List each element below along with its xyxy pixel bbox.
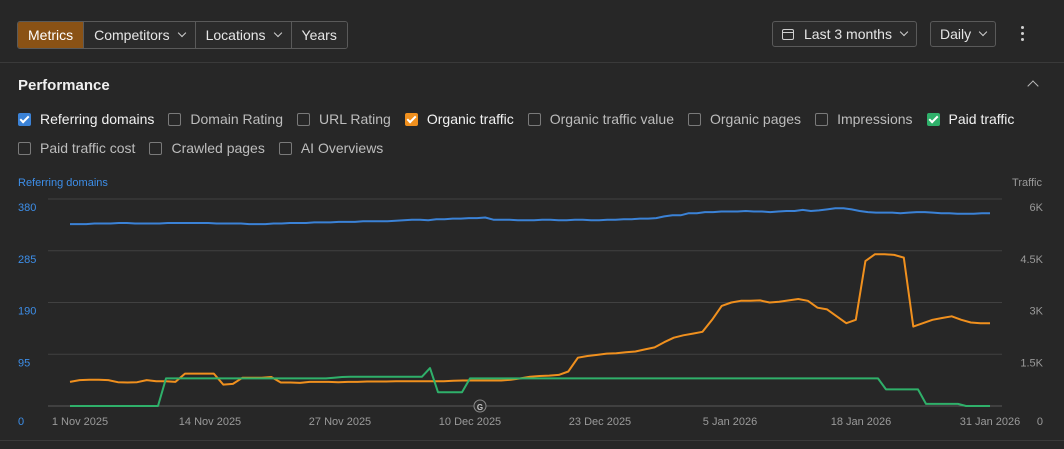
metric-label: URL Rating <box>319 111 391 127</box>
checkbox-checked-icon <box>18 112 31 126</box>
metrics-row-1: Referring domains Domain Rating URL Rating… <box>18 111 1028 127</box>
series-line-paid-traffic <box>70 367 990 407</box>
metric-label: Crawled pages <box>171 140 265 156</box>
checkbox-empty-icon <box>18 141 31 155</box>
left-tick-label: 190 <box>18 306 36 318</box>
chevron-down-icon <box>978 27 988 37</box>
chevron-down-icon <box>273 28 282 38</box>
series-line-referring-domains <box>70 207 990 226</box>
calendar-icon <box>782 28 794 40</box>
checkbox-referring-domains[interactable]: Referring domains <box>18 111 154 127</box>
x-tick-label: 5 Jan 2026 <box>703 416 757 428</box>
chevron-up-icon[interactable] <box>1027 80 1039 92</box>
right-axis-title: Traffic <box>1012 177 1042 189</box>
x-tick-label: 14 Nov 2025 <box>179 416 241 428</box>
checkbox-empty-icon <box>278 141 292 155</box>
metric-label: Organic pages <box>710 111 802 127</box>
checkbox-domain-rating[interactable]: Domain Rating <box>168 111 283 127</box>
divider <box>0 440 1064 441</box>
checkbox-crawled-pages[interactable]: Crawled pages <box>149 140 265 156</box>
left-axis-title: Referring domains <box>18 177 108 189</box>
checkbox-empty-icon <box>815 112 829 126</box>
date-range-dropdown[interactable]: Last 3 months <box>772 21 917 47</box>
metrics-row-2: Paid traffic cost Crawled pages AI Overvie… <box>18 140 397 156</box>
checkbox-url-rating[interactable]: URL Rating <box>297 111 391 127</box>
checkbox-organic-traffic-value[interactable]: Organic traffic value <box>527 111 674 127</box>
x-tick-label: 27 Nov 2025 <box>309 416 371 428</box>
checkbox-empty-icon <box>297 112 310 126</box>
series-line-organic-traffic <box>69 253 990 386</box>
x-tick-label: 1 Nov 2025 <box>52 416 108 428</box>
metric-label: Organic traffic <box>426 111 514 127</box>
right-tick-label: 4.5K <box>1020 254 1043 266</box>
checkbox-empty-icon <box>688 112 701 126</box>
metric-label: Referring domains <box>40 111 155 127</box>
tab-competitors[interactable]: Competitors <box>84 22 196 48</box>
annotation-label: G <box>477 403 483 412</box>
checkbox-organic-pages[interactable]: Organic pages <box>688 111 801 127</box>
left-tick-label: 95 <box>18 357 30 369</box>
x-tick-label: 10 Dec 2025 <box>439 416 501 428</box>
metric-label: Paid traffic <box>948 111 1015 127</box>
right-tick-label: 6K <box>1030 202 1044 214</box>
checkbox-paid-traffic-cost[interactable]: Paid traffic cost <box>18 140 135 156</box>
toolbar: Metrics Competitors Locations Years Last… <box>0 0 1064 63</box>
tab-metrics[interactable]: Metrics <box>18 22 85 48</box>
left-tick-label: 285 <box>18 254 36 266</box>
tab-locations[interactable]: Locations <box>195 22 292 48</box>
right-tick-label: 3K <box>1030 306 1044 318</box>
metric-label: Impressions <box>837 111 913 127</box>
x-tick-label: 23 Dec 2025 <box>569 416 631 428</box>
checkbox-checked-icon <box>404 112 418 126</box>
right-tick-label: 1.5K <box>1020 357 1043 369</box>
right-tick-label: 0 <box>1037 416 1043 428</box>
view-tabs: Metrics Competitors Locations Years <box>17 21 348 49</box>
google-update-icon <box>473 399 487 413</box>
panel-title: Performance <box>18 77 110 94</box>
checkbox-checked-icon <box>926 112 940 126</box>
metric-label: Paid traffic cost <box>40 140 136 156</box>
checkbox-empty-icon <box>168 112 182 126</box>
granularity-dropdown[interactable]: Daily <box>930 21 997 47</box>
chevron-down-icon <box>899 27 909 37</box>
tab-years[interactable]: Years <box>291 22 347 48</box>
left-tick-label: 0 <box>18 416 24 428</box>
checkbox-ai-overviews[interactable]: AI Overviews <box>278 140 384 156</box>
metric-label: Organic traffic value <box>549 111 674 127</box>
checkbox-empty-icon <box>527 112 541 126</box>
metric-label: Domain Rating <box>190 111 283 127</box>
checkbox-empty-icon <box>149 141 163 155</box>
left-tick-label: 380 <box>18 202 36 214</box>
checkbox-organic-traffic[interactable]: Organic traffic <box>404 111 514 127</box>
checkbox-impressions[interactable]: Impressions <box>815 111 913 127</box>
metric-label: AI Overviews <box>300 140 384 156</box>
checkbox-paid-traffic[interactable]: Paid traffic <box>926 111 1015 127</box>
x-tick-label: 18 Jan 2026 <box>831 416 892 428</box>
x-tick-label: 31 Jan 2026 <box>960 416 1021 428</box>
more-options-icon[interactable] <box>1021 26 1025 44</box>
chevron-down-icon <box>177 28 186 38</box>
